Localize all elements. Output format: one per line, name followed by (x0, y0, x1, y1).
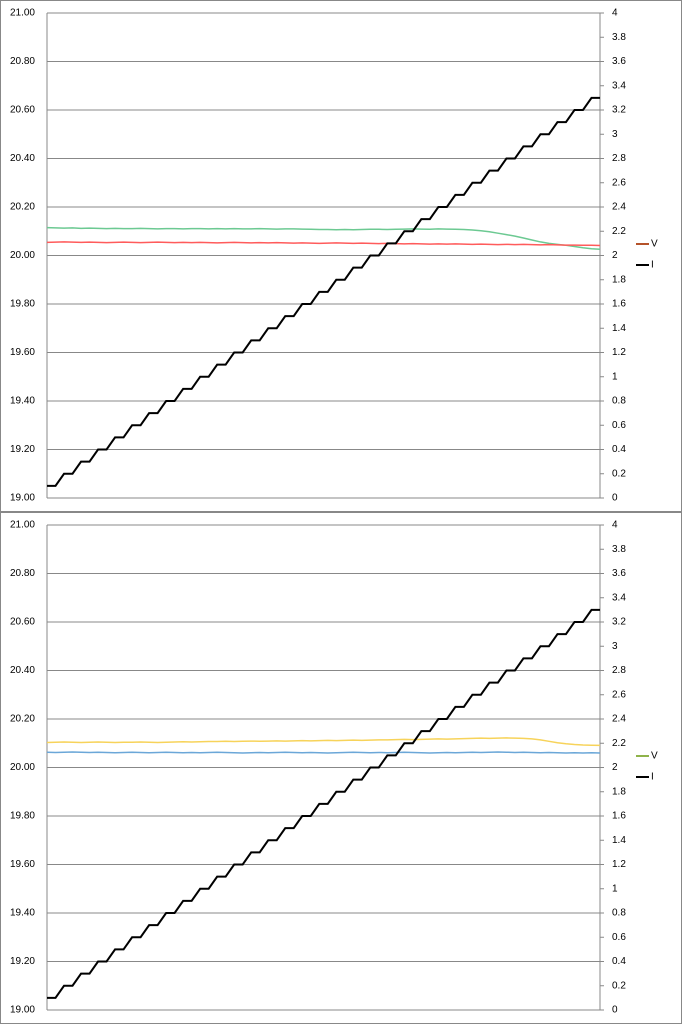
y2-tick-label: 0.4 (612, 956, 626, 967)
y2-tick-label: 1.6 (612, 811, 626, 822)
y-tick-label: 19.00 (10, 1005, 35, 1016)
y2-tick-label: 3 (612, 129, 618, 140)
y-tick-label: 21.00 (10, 520, 35, 531)
y-tick-label: 19.80 (10, 299, 35, 310)
y-tick-label: 20.00 (10, 250, 35, 261)
series-line (46, 241, 601, 247)
y2-tick-label: 1.8 (612, 274, 626, 285)
y-tick-label: 20.40 (10, 153, 35, 164)
y2-tick-label: 0.4 (612, 444, 626, 455)
y2-tick-label: 4 (612, 520, 618, 531)
y2-tick-label: 3 (612, 641, 618, 652)
legend-label: V (651, 751, 658, 762)
y2-tick-label: 2 (612, 250, 618, 261)
y-tick-label: 20.40 (10, 665, 35, 676)
y-tick-label: 19.60 (10, 347, 35, 358)
y2-tick-label: 1.8 (612, 786, 626, 797)
y2-tick-label: 2.4 (612, 714, 626, 725)
series-line (47, 608, 600, 999)
y-tick-label: 20.00 (10, 762, 35, 773)
y-tick-label: 19.20 (10, 956, 35, 967)
series-line (46, 751, 601, 754)
legend-label: I (651, 260, 654, 271)
y-tick-label: 20.80 (10, 568, 35, 579)
y2-tick-label: 3.4 (612, 592, 626, 603)
y-tick-label: 19.40 (10, 396, 35, 407)
y-tick-label: 19.40 (10, 908, 35, 919)
y-tick-label: 21.00 (10, 8, 35, 19)
y2-tick-label: 1 (612, 883, 618, 894)
y2-tick-label: 1.4 (612, 323, 626, 334)
y2-tick-label: 1.6 (612, 299, 626, 310)
series-line (46, 737, 601, 747)
y-tick-label: 19.80 (10, 811, 35, 822)
y2-tick-label: 3.2 (612, 617, 626, 628)
y2-tick-label: 2.6 (612, 177, 626, 188)
y2-tick-label: 2.8 (612, 153, 626, 164)
y2-tick-label: 0 (612, 493, 618, 504)
y-tick-label: 20.20 (10, 714, 35, 725)
legend-label: I (651, 772, 654, 783)
y2-tick-label: 4 (612, 8, 618, 19)
y2-tick-label: 2.6 (612, 689, 626, 700)
y2-tick-label: 3.6 (612, 568, 626, 579)
y2-tick-label: 1.2 (612, 859, 626, 870)
y2-tick-label: 0.6 (612, 932, 626, 943)
series-line (47, 96, 600, 487)
y-tick-label: 20.80 (10, 56, 35, 67)
y2-tick-label: 0.8 (612, 908, 626, 919)
y-tick-label: 20.60 (10, 105, 35, 116)
y2-tick-label: 0 (612, 1005, 618, 1016)
y2-tick-label: 3.2 (612, 105, 626, 116)
y2-tick-label: 3.4 (612, 80, 626, 91)
y-tick-label: 20.60 (10, 617, 35, 628)
y2-tick-label: 0.2 (612, 468, 626, 479)
y2-tick-label: 1.2 (612, 347, 626, 358)
y2-tick-label: 2.2 (612, 226, 626, 237)
y-tick-label: 20.20 (10, 202, 35, 213)
y2-tick-label: 0.2 (612, 980, 626, 991)
y2-tick-label: 0.8 (612, 396, 626, 407)
y2-tick-label: 2.2 (612, 738, 626, 749)
y-tick-label: 19.60 (10, 859, 35, 870)
y2-tick-label: 1.4 (612, 835, 626, 846)
y2-tick-label: 2.4 (612, 202, 626, 213)
y2-tick-label: 3.8 (612, 32, 626, 43)
y2-tick-label: 1 (612, 371, 618, 382)
y2-tick-label: 2.8 (612, 665, 626, 676)
series-line (46, 226, 601, 250)
y-tick-label: 19.20 (10, 444, 35, 455)
legend-label: V (651, 239, 658, 250)
y-tick-label: 19.00 (10, 493, 35, 504)
y2-tick-label: 2 (612, 762, 618, 773)
y2-tick-label: 3.6 (612, 56, 626, 67)
y2-tick-label: 0.6 (612, 420, 626, 431)
y2-tick-label: 3.8 (612, 544, 626, 555)
